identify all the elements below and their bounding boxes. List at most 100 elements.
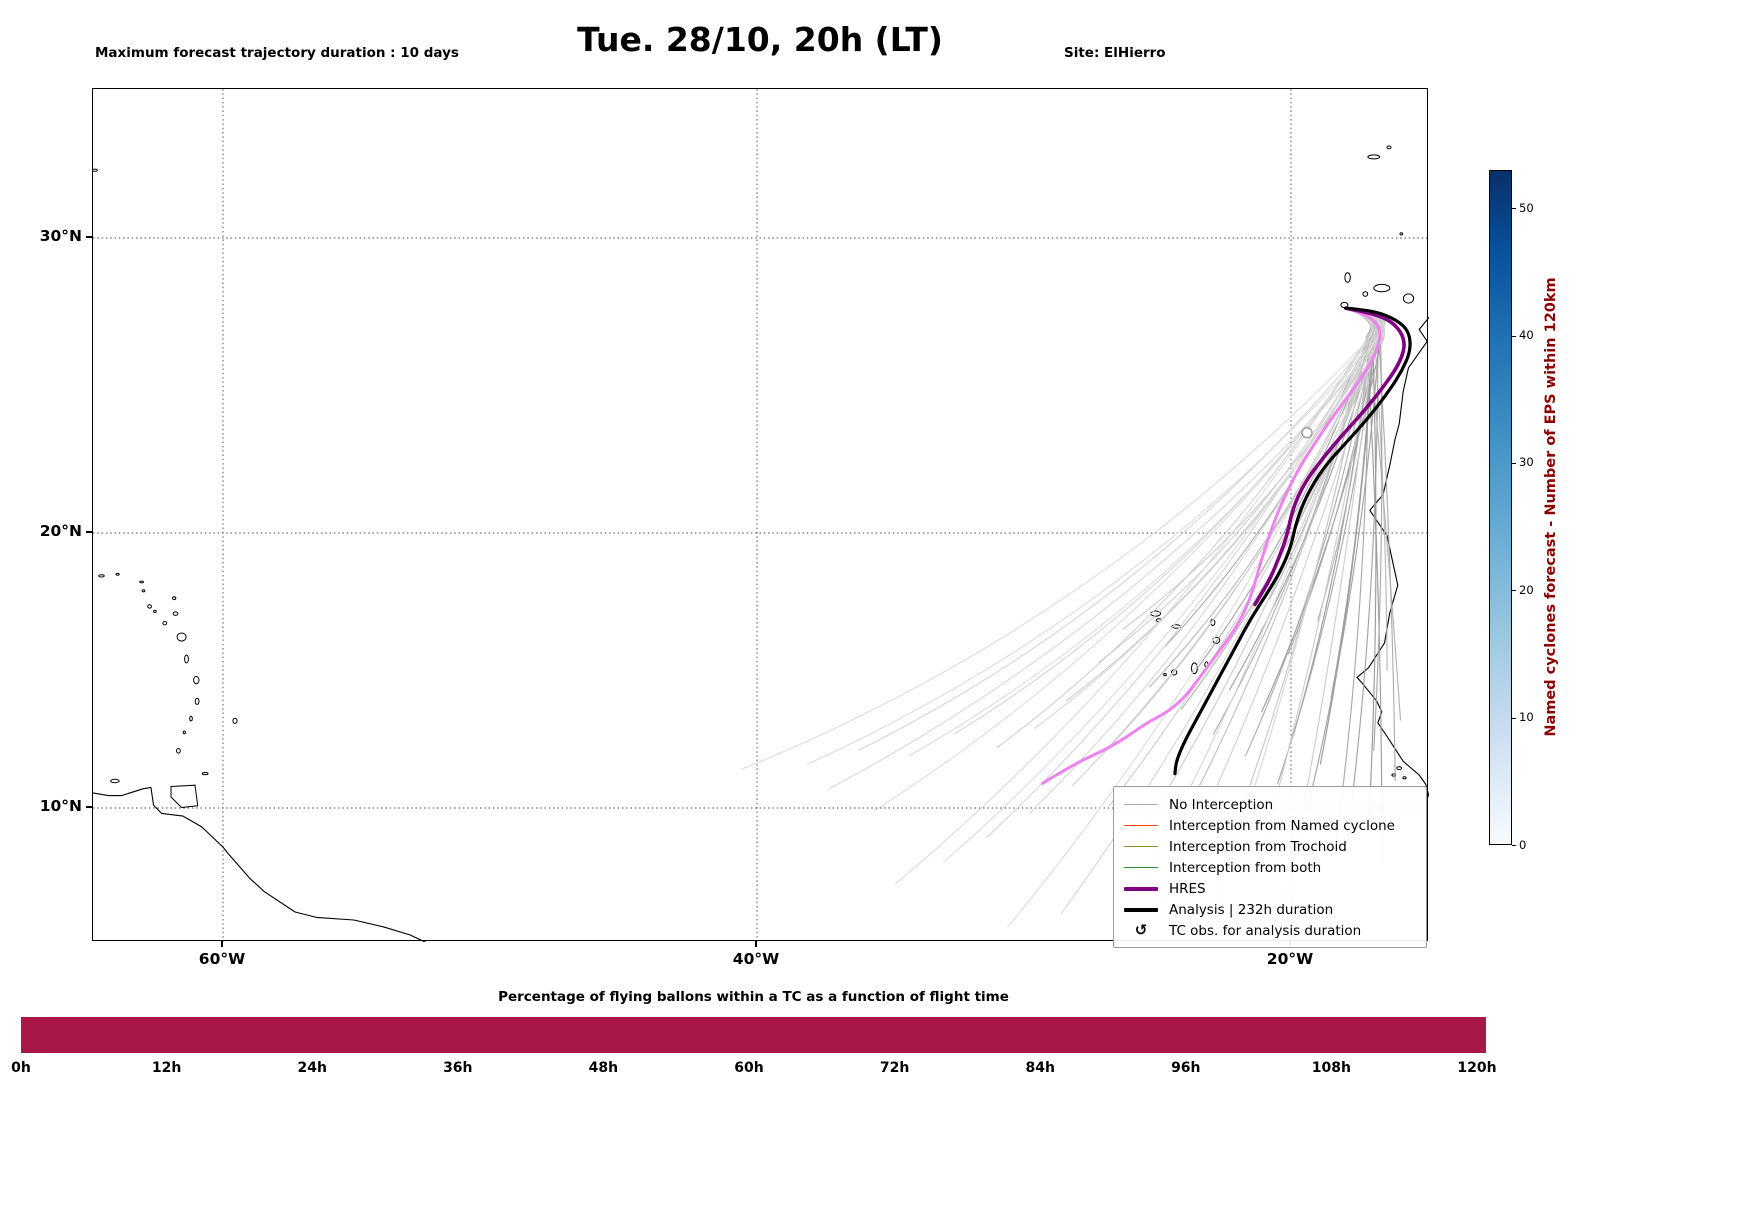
hres-trajectory — [1253, 306, 1406, 607]
legend-entry: Analysis | 232h duration — [1114, 899, 1426, 920]
lon-tick-label: 40°W — [732, 950, 780, 968]
legend-line-sample — [1124, 866, 1158, 869]
legend-line — [1124, 845, 1158, 848]
eps-trajectory — [828, 307, 1385, 790]
lon-tick-label: 60°W — [198, 950, 246, 968]
island-outline — [1163, 673, 1167, 677]
colorbar-tick-mark — [1512, 208, 1516, 210]
eps-trajectory — [857, 307, 1377, 751]
legend-entry-label: HRES — [1169, 880, 1206, 897]
colorbar-tick-label: 50 — [1519, 200, 1534, 215]
island-outline — [176, 748, 181, 754]
eps-trajectory — [1103, 307, 1378, 754]
island-outline — [141, 589, 146, 593]
rotate-ccw-icon: ↺ — [1134, 921, 1148, 939]
island-outline — [182, 730, 186, 735]
flight-time-tick-label: 12h — [151, 1060, 182, 1076]
island-outline — [1402, 293, 1415, 304]
tc-obs-marker — [1301, 427, 1313, 439]
island-outline — [172, 596, 177, 601]
eps-highlighted-trajectory — [1041, 306, 1382, 785]
flight-time-tick-label: 0h — [11, 1060, 31, 1076]
legend-line — [1124, 866, 1158, 869]
flight-time-tick-label: 108h — [1311, 1060, 1351, 1076]
island-outline — [172, 611, 179, 616]
lon-tick-mark — [755, 941, 758, 947]
setting-max-duration: Maximum forecast trajectory duration : 1… — [95, 45, 459, 61]
eps-trajectory — [908, 307, 1385, 757]
island-outline — [201, 772, 209, 776]
map-legend: No Interception Interception from Named c… — [1113, 786, 1427, 948]
island-outline — [1191, 662, 1198, 675]
legend-entry: ↺ TC obs. for analysis duration — [1114, 920, 1426, 941]
colorbar-tick-label: 40 — [1519, 328, 1534, 343]
eps-trajectory — [1007, 307, 1380, 928]
colorbar-tick-mark — [1512, 590, 1516, 592]
legend-line — [1124, 907, 1158, 912]
trajectory-map-canvas — [93, 89, 1429, 942]
island-outline — [93, 168, 98, 172]
flight-time-tick-label: 48h — [588, 1060, 619, 1076]
flight-time-tick-label: 24h — [297, 1060, 327, 1076]
flight-time-tick-label: 84h — [1025, 1060, 1055, 1076]
legend-entry: Interception from both — [1114, 857, 1426, 878]
colorbar-tick-mark — [1512, 462, 1516, 465]
legend-line-sample — [1124, 886, 1158, 891]
island-outline — [176, 632, 187, 642]
lat-tick-mark — [86, 236, 92, 238]
legend-line — [1124, 824, 1158, 827]
bottom-chart-title: Percentage of flying ballons within a TC… — [498, 989, 1009, 1005]
info-site: Site: ElHierro — [1064, 45, 1166, 61]
colorbar-tick-mark — [1512, 335, 1516, 337]
figure-title: Tue. 28/10, 20h (LT) — [577, 20, 943, 59]
flight-time-tick-label: 72h — [879, 1060, 910, 1076]
lat-tick-label: 20°N — [39, 522, 82, 540]
island-outline — [184, 654, 189, 664]
legend-line-sample — [1124, 803, 1158, 806]
legend-line-sample — [1124, 907, 1158, 912]
legend-entry-label: No Interception — [1169, 796, 1274, 813]
flight-time-tick-label: 96h — [1171, 1060, 1201, 1076]
lon-tick-mark — [221, 941, 224, 947]
lat-tick-mark — [86, 806, 92, 808]
island-outline — [194, 697, 200, 705]
eps-trajectory — [1253, 307, 1378, 882]
colorbar-tick-label: 10 — [1519, 710, 1534, 725]
island-outline — [1399, 232, 1404, 236]
island-outline — [1386, 145, 1392, 150]
colorbar-label: Named cyclones forecast - Number of EPS … — [1543, 277, 1559, 737]
legend-entry: Interception from Trochoid — [1114, 836, 1426, 857]
colorbar-tick-label: 20 — [1519, 582, 1534, 597]
analysis-trajectory — [1173, 306, 1412, 776]
colorbar-tick-mark — [1512, 717, 1516, 719]
legend-entry-label: Interception from both — [1169, 859, 1322, 876]
island-outline — [162, 621, 168, 626]
island-outline — [153, 609, 157, 614]
trajectory-map-panel: No Interception Interception from Named c… — [92, 88, 1429, 948]
island-outline — [1402, 776, 1407, 780]
legend-line-sample — [1124, 845, 1158, 848]
island-outline — [110, 778, 120, 784]
island-outline — [98, 574, 105, 578]
island-outline — [232, 717, 238, 724]
eps-trajectory — [1285, 307, 1379, 901]
coastline-trinidad — [170, 784, 199, 809]
eps-trajectory — [1098, 307, 1374, 663]
lat-tick-label: 10°N — [39, 797, 82, 815]
island-outline — [193, 675, 200, 685]
legend-entry-label: Interception from Named cyclone — [1169, 817, 1395, 834]
legend-entry: Interception from Named cyclone — [1114, 815, 1426, 836]
eps-count-colorbar — [1489, 170, 1512, 845]
colorbar-tick-label: 0 — [1519, 837, 1527, 852]
legend-entry-label: Interception from Trochoid — [1169, 838, 1347, 855]
legend-entry: HRES — [1114, 878, 1426, 899]
island-outline — [1373, 283, 1391, 293]
eps-trajectory — [1183, 307, 1375, 817]
lat-tick-mark — [86, 531, 92, 533]
island-outline — [1344, 272, 1351, 283]
legend-entry-label: Analysis | 232h duration — [1169, 901, 1334, 918]
legend-line — [1124, 886, 1158, 891]
flight-time-tick-label: 60h — [734, 1060, 764, 1076]
island-outline — [115, 572, 120, 576]
coastline-south-america — [93, 786, 427, 942]
